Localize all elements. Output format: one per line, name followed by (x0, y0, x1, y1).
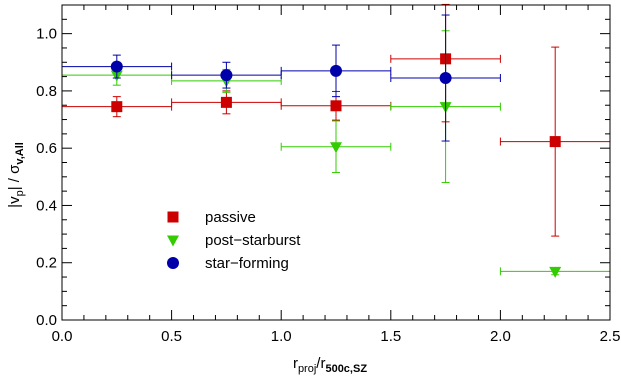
data-point (330, 64, 342, 77)
data-point (220, 69, 233, 82)
data-point (111, 101, 123, 113)
legend-label: passive (205, 209, 256, 226)
data-point (330, 100, 342, 112)
legend-label: post−starburst (205, 232, 301, 249)
x-tick-label: 2.5 (600, 328, 621, 345)
x-tick-label: 1.0 (271, 328, 292, 345)
y-tick-label: 0.0 (36, 312, 57, 329)
x-tick-label: 0.5 (161, 328, 182, 345)
series-square (61, 3, 611, 237)
x-tick-label: 0.0 (52, 328, 73, 345)
data-point (549, 136, 561, 148)
data-point (549, 266, 562, 278)
series-circle (61, 14, 501, 142)
legend-marker (167, 235, 179, 247)
data-point (330, 142, 342, 154)
y-axis-label: |vp| / σv,All (6, 142, 26, 208)
x-tick-label: 1.5 (380, 328, 401, 345)
data-point (220, 96, 232, 108)
y-tick-label: 0.8 (36, 83, 57, 100)
plot-layer (61, 3, 611, 278)
x-axis-label: rproj/r500c,SZ (293, 355, 367, 375)
data-point (439, 72, 452, 85)
y-tick-label: 0.6 (36, 140, 57, 157)
y-tick-label: 1.0 (36, 26, 57, 43)
legend-marker (167, 211, 179, 223)
data-point (110, 60, 123, 73)
y-tick-label: 0.2 (36, 255, 57, 272)
legend-label: star−forming (205, 255, 289, 272)
legend: passive post−starburst star−forming (167, 209, 301, 272)
legend-marker (167, 257, 179, 269)
y-tick-label: 0.4 (36, 197, 57, 214)
axes-layer: 0.0 0.5 1.0 1.5 2.0 2.5 0.0 0.2 0.4 0.6 0.8 1.0 (36, 4, 621, 345)
x-tick-label: 2.0 (490, 328, 511, 345)
